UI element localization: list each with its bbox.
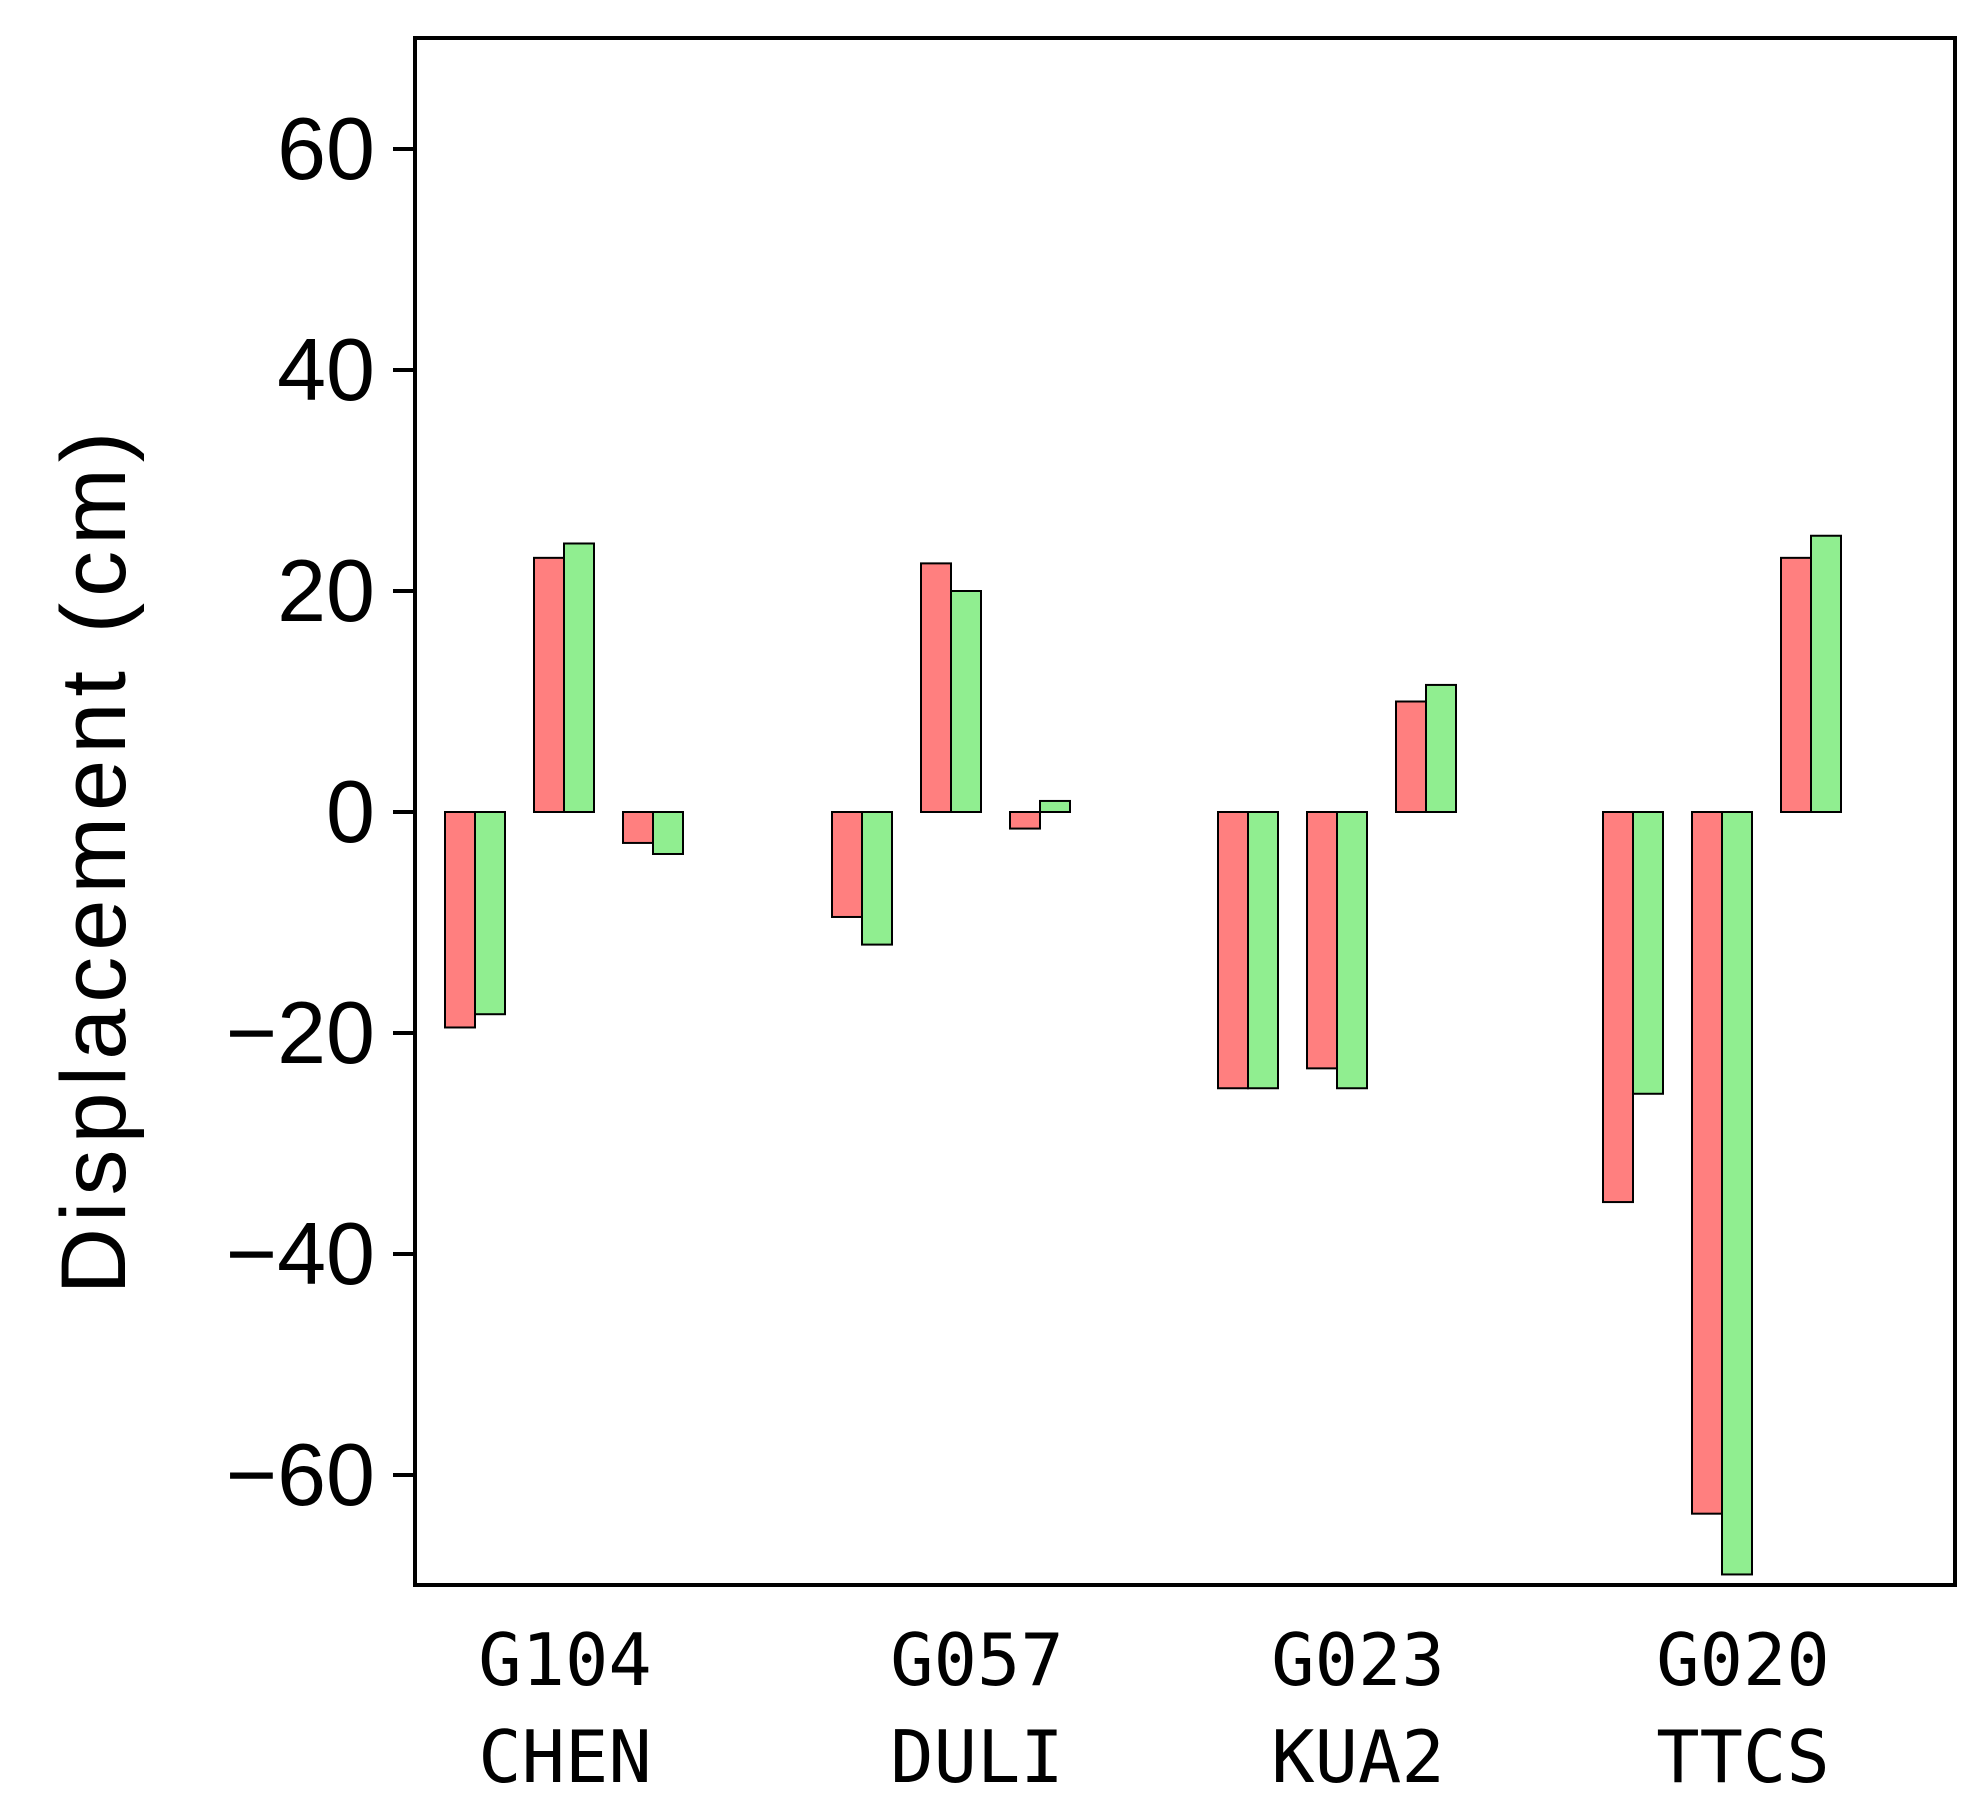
- y-tick-label: −40: [226, 1204, 375, 1303]
- bar-g020-2-series-1: [1691, 811, 1723, 1515]
- y-axis-title: Displacement (cm): [43, 426, 145, 1295]
- y-tick-label: −20: [226, 983, 375, 1082]
- y-tick-label: 60: [277, 99, 375, 198]
- plot-frame: [413, 36, 1957, 1587]
- y-tick-label: 20: [277, 541, 375, 640]
- bar-g104-2-series-2: [563, 542, 595, 813]
- bar-g104-1-series-2: [474, 811, 506, 1016]
- x-category-label-station-id: G023: [1271, 1618, 1444, 1702]
- y-tick-label: 0: [326, 762, 375, 861]
- x-category-label-station-name: CHEN: [478, 1715, 651, 1799]
- x-category-label-station-id: G020: [1656, 1618, 1829, 1702]
- bar-g023-2-series-1: [1306, 811, 1338, 1070]
- bar-g057-2-series-1: [920, 562, 952, 813]
- bar-g020-1-series-2: [1632, 811, 1664, 1095]
- bar-g023-3-series-2: [1425, 683, 1457, 813]
- bar-g057-2-series-2: [950, 590, 982, 813]
- bar-g023-1-series-1: [1217, 811, 1249, 1090]
- x-category-label-station-id: G057: [890, 1618, 1063, 1702]
- bar-g023-3-series-1: [1395, 700, 1427, 813]
- bar-g020-3-series-2: [1810, 534, 1842, 813]
- bar-g104-2-series-1: [533, 556, 565, 813]
- bar-g104-3-series-2: [652, 811, 684, 855]
- bar-g023-1-series-2: [1247, 811, 1279, 1090]
- bars-group: [444, 534, 1842, 1576]
- bar-g020-1-series-1: [1602, 811, 1634, 1204]
- x-axis-category-labels: G104 CHEN G057 DULI G023 KUA2 G020 TTCS: [478, 1618, 1829, 1799]
- bar-g023-2-series-2: [1336, 811, 1368, 1090]
- x-category-label-station-name: DULI: [890, 1715, 1063, 1799]
- x-category-label-station-id: G104: [478, 1618, 651, 1702]
- bar-g057-3-series-2: [1039, 799, 1071, 814]
- bar-g104-1-series-1: [444, 811, 476, 1029]
- y-tick-label: 40: [277, 320, 375, 419]
- bar-g057-3-series-1: [1009, 811, 1041, 830]
- x-category-label-station-name: KUA2: [1271, 1715, 1444, 1799]
- bar-g057-1-series-2: [861, 811, 893, 946]
- bar-g020-2-series-2: [1721, 811, 1753, 1576]
- bar-g104-3-series-1: [622, 811, 654, 844]
- bar-g057-1-series-1: [831, 811, 863, 918]
- x-category-label-station-name: TTCS: [1656, 1715, 1829, 1799]
- y-axis-ticks: 60 40 20 0 −20 −40 −60: [226, 99, 415, 1524]
- bar-g020-3-series-1: [1780, 556, 1812, 813]
- y-tick-label: −60: [226, 1425, 375, 1524]
